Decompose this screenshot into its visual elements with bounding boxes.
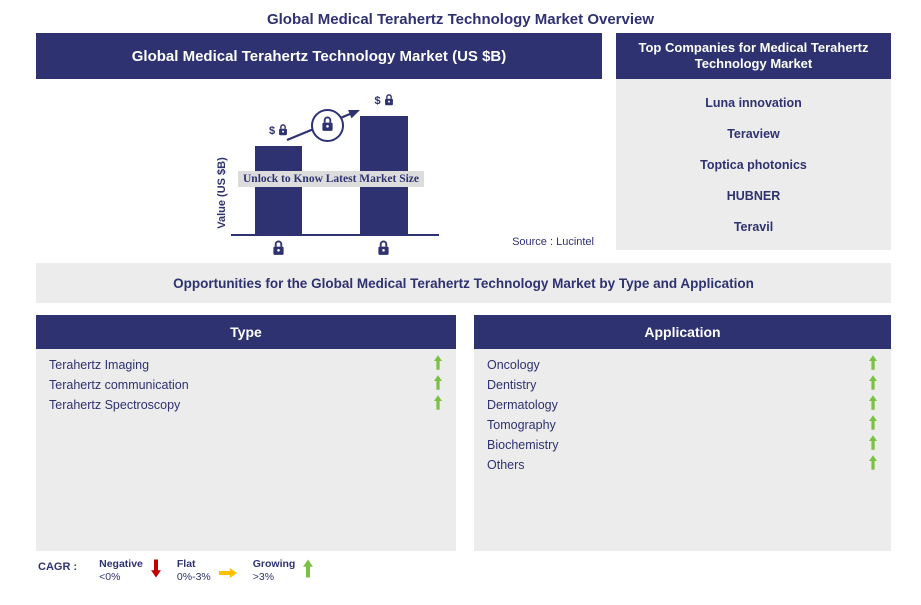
type-list: Terahertz Imaging Terahertz communicatio… [36,349,456,551]
legend-label: Growing [252,558,296,570]
top-companies-header: Top Companies for Medical Terahertz Tech… [616,33,891,79]
dollar-sign: $ [268,125,276,137]
list-item: Terahertz Imaging [36,355,456,375]
application-panel: Application Oncology Dentistry Dermatolo… [474,315,891,551]
lock-badge [311,109,344,142]
page-title: Global Medical Terahertz Technology Mark… [266,11,655,28]
growing-arrow-icon [869,375,877,395]
application-list: Oncology Dentistry Dermatology Tomograph… [474,349,891,551]
company-name: HUBNER [726,188,781,203]
type-label: Terahertz Spectroscopy [49,398,181,412]
type-panel-header: Type [36,315,456,349]
list-item: Dermatology [474,395,891,415]
flat-right-arrow-icon [218,558,237,583]
application-label: Dermatology [487,398,558,412]
source-note: Source : Lucintel [512,236,594,248]
lock-icon [384,93,394,109]
type-label: Terahertz communication [49,378,189,392]
list-item: Terahertz communication [36,375,456,395]
list-item: Tomography [474,415,891,435]
lock-icon [272,239,285,261]
growth-trend-arrow-icon [286,110,360,142]
legend-entry-growing: Growing >3% [253,558,314,583]
top-companies-panel: Top Companies for Medical Terahertz Tech… [616,33,891,250]
application-label: Tomography [487,418,556,432]
bar-chart: Value (US $B) $ $ [36,79,602,255]
opportunities-banner: Opportunities for the Global Medical Ter… [36,263,891,303]
application-panel-header: Application [474,315,891,349]
legend-range: <0% [99,570,121,583]
application-label: Dentistry [487,378,537,392]
cagr-legend: CAGR : Negative <0% Flat 0%-3% Growing >… [38,558,329,583]
list-item: Others [474,455,891,475]
list-item: Dentistry [474,375,891,395]
growing-up-arrow-icon [303,558,314,583]
company-name: Teravil [733,219,774,234]
application-label: Others [487,458,525,472]
growing-arrow-icon [434,395,442,415]
legend-range: 0%-3% [176,570,211,583]
growing-arrow-icon [434,375,442,395]
legend-range: >3% [252,570,275,583]
bar-1-locked-value: $ [255,123,302,139]
bar-2-locked-value: $ [360,93,408,109]
bar-year-1 [255,146,302,234]
growing-arrow-icon [869,355,877,375]
legend-entry-flat: Flat 0%-3% [177,558,237,583]
negative-down-arrow-icon [150,558,161,583]
growing-arrow-icon [869,455,877,475]
company-name: Luna innovation [705,95,802,110]
legend-entry-negative: Negative <0% [99,558,161,583]
market-chart-panel: Global Medical Terahertz Technology Mark… [36,33,602,255]
top-companies-list: Luna innovation Teraview Toptica photoni… [616,79,891,250]
growing-arrow-icon [869,415,877,435]
list-item: Terahertz Spectroscopy [36,395,456,415]
legend-label: Negative [99,558,143,570]
growing-arrow-icon [869,435,877,455]
company-name: Teraview [727,126,780,141]
company-name: Toptica photonics [700,157,807,172]
list-item: Biochemistry [474,435,891,455]
x-axis [231,234,439,236]
lock-icon [321,115,334,137]
growing-arrow-icon [434,355,442,375]
type-panel: Type Terahertz Imaging Terahertz communi… [36,315,456,551]
legend-title: CAGR : [38,561,78,573]
lock-icon [278,123,288,139]
legend-label: Flat [176,558,196,570]
application-label: Oncology [487,358,540,372]
dollar-sign: $ [374,95,381,107]
list-item: Oncology [474,355,891,375]
application-label: Biochemistry [487,438,559,452]
growing-arrow-icon [869,395,877,415]
type-label: Terahertz Imaging [49,358,150,372]
lock-icon [377,239,390,261]
market-chart-header: Global Medical Terahertz Technology Mark… [36,33,602,79]
unlock-banner[interactable]: Unlock to Know Latest Market Size [238,171,424,187]
